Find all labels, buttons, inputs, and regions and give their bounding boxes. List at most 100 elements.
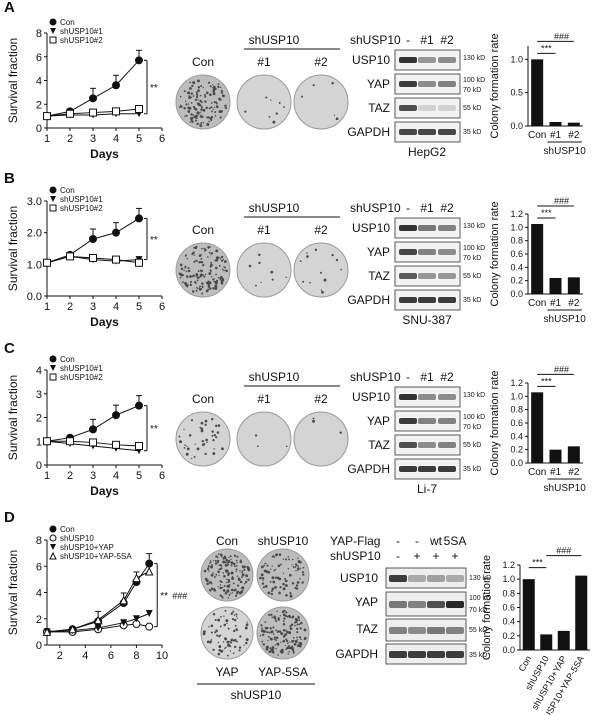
lane-label: - [396,534,400,548]
colony-dot [244,626,248,630]
colony-plate [236,74,292,130]
y-tick-label: 1.0 [27,259,42,271]
colony-dot [179,276,182,279]
y-tick-label: 1.2 [502,560,515,570]
colony-dot [197,270,200,273]
colony-dot [288,573,292,577]
blot-band [438,394,456,400]
data-point [49,534,57,542]
colony-dot [210,276,213,278]
colony-dot [190,102,193,104]
colony-dot [302,280,305,283]
colony-dot [299,622,302,625]
colony-dot [271,650,275,654]
colony-dot [298,623,301,626]
colony-dot [221,586,224,589]
x-tick-label: 3 [90,301,96,313]
colony-dot [290,623,294,627]
colony-dot [210,261,213,264]
y-tick-label: 0.8 [510,236,523,246]
colony-dot [208,281,212,285]
colony-dot [210,631,214,634]
colony-dot [273,569,276,572]
colony-dot [199,94,202,97]
legend-entry: shUSP10#1 [60,364,103,373]
colony-dot [192,114,195,116]
colony-dot [314,248,318,252]
colony-dot [227,572,231,575]
cell-line-label: Li-7 [417,482,437,496]
colony-dot [229,645,232,648]
bar [549,122,562,126]
blot-row-label: TAZ [368,269,390,283]
colony-dot [232,652,235,655]
colony-dot [200,427,204,431]
x-tick-label: 2 [57,650,63,662]
colony-dot [279,586,282,589]
colony-dot [225,581,227,584]
mw-marker: 100 kD [463,77,485,84]
colony-dot [261,627,263,630]
colony-dot [299,627,302,630]
colony-dot [226,578,228,581]
colony-dot [212,108,215,110]
x-axis-label: Days [90,484,119,498]
colony-dot [229,640,231,642]
colony-dot [201,106,203,109]
colony-dot [274,576,278,579]
colony-dot [192,274,195,277]
colony-dot [216,105,219,109]
colony-dot [195,274,198,278]
blot-band [399,249,417,255]
colony-dot [285,630,287,632]
colony-dot [302,566,305,569]
colony-dot [236,555,239,558]
colony-dot [189,121,191,123]
data-point [49,551,57,560]
colony-dot [224,106,227,109]
colony-dot [190,419,194,422]
x-tick-label: 1 [44,133,50,145]
colony-dot [292,566,295,568]
colony-dot [333,114,336,116]
colony-dot [217,586,219,588]
colony-dot [184,115,186,117]
colony-dot [187,267,190,270]
colony-dot [270,613,273,616]
colony-dot [226,654,229,657]
blot-band [427,601,445,608]
colony-dot [284,614,288,617]
colony-dot [206,441,208,444]
colony-dot [296,639,299,641]
blot-band [399,297,417,303]
data-point [135,442,143,450]
colony-dot [221,255,224,258]
colony-dot [201,286,204,289]
colony-dot [273,636,277,639]
colony-dot [261,582,265,585]
colony-dot [212,572,214,574]
x-tick-label: 1 [44,470,50,482]
blot-band [418,418,436,424]
y-tick-label: 0.5 [510,88,523,98]
colony-dot [194,443,196,445]
legend-entry: Con [60,186,75,195]
lane-label: #2 [440,370,454,384]
colony-dot [291,645,293,648]
colony-dot [238,591,241,594]
y-tick-label: 0 [36,640,42,652]
sig-label: *** [541,208,552,218]
colony-dot [285,593,288,597]
blot-band [418,129,436,135]
colony-dot [282,587,286,591]
colony-dot [300,638,302,641]
blot-band [389,651,407,658]
bar-group-label: shUSP10 [544,314,587,325]
colony-dot [178,106,181,109]
colony-dot [236,590,239,594]
colony-dot [220,580,223,584]
colony-dot [236,617,239,619]
colony-dot [208,272,212,276]
data-point [68,624,77,634]
